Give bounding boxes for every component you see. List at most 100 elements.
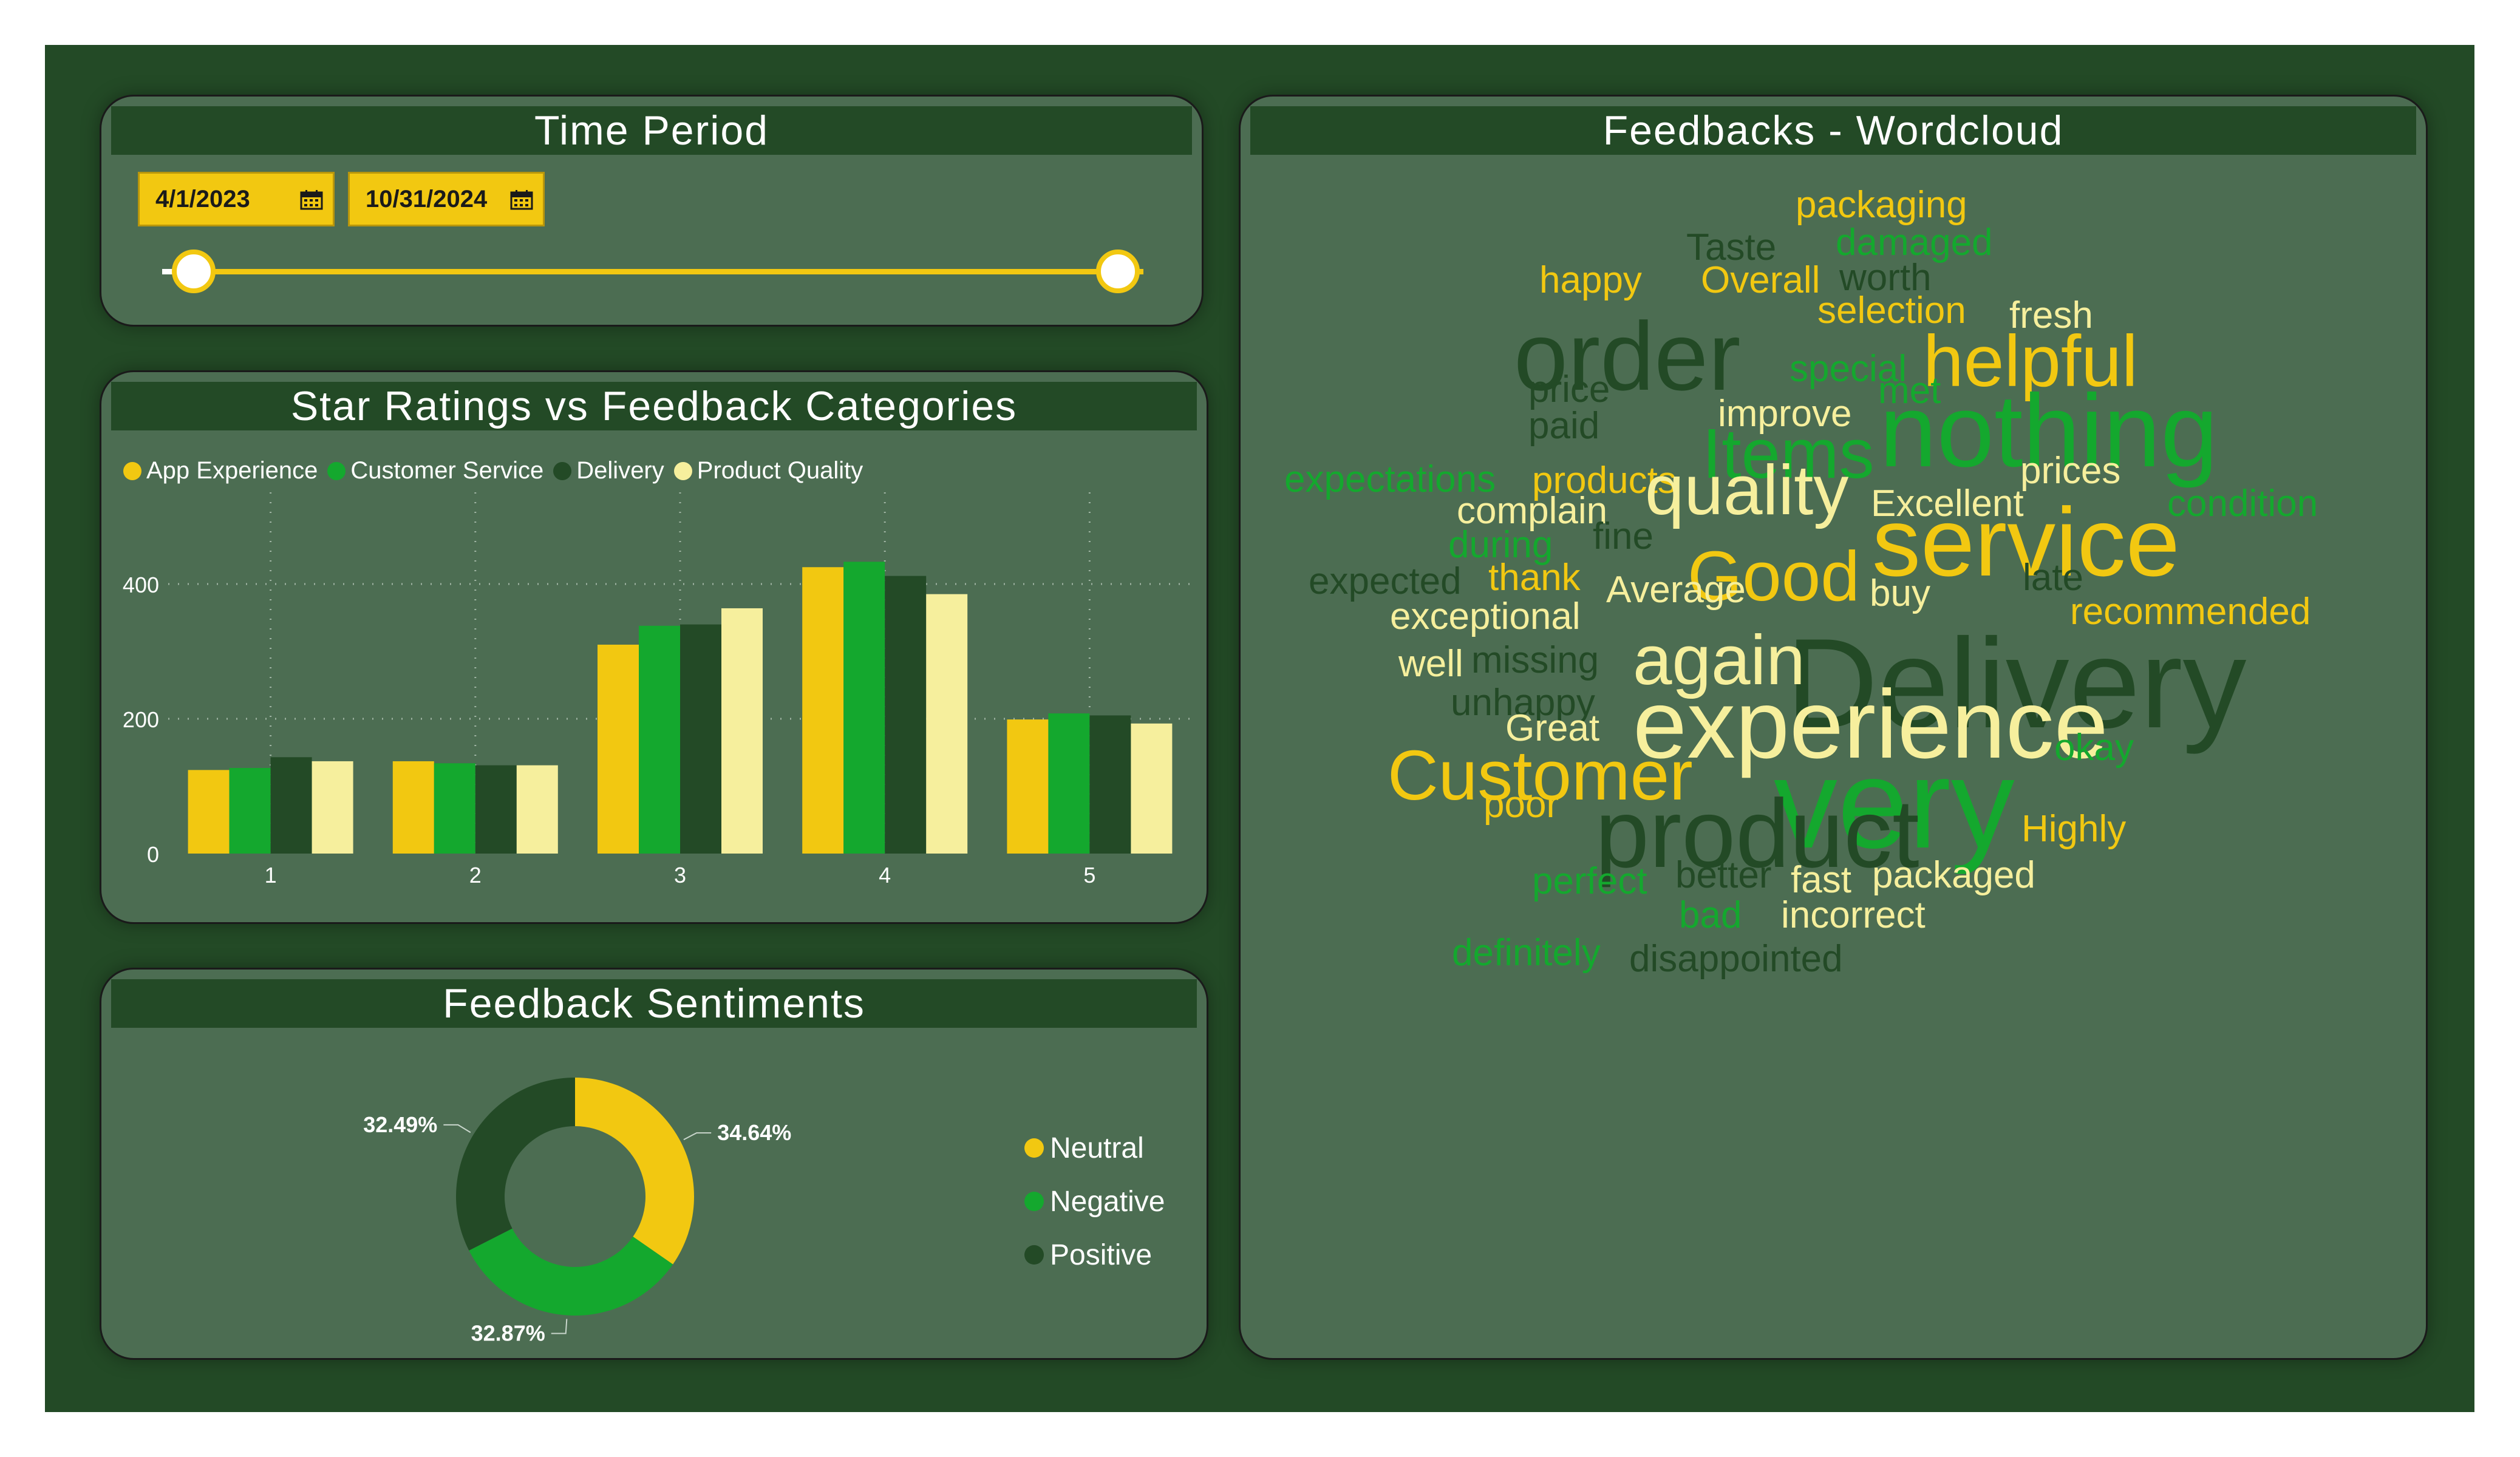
wordcloud-word-thank[interactable]: thank [1488,557,1581,599]
legend-item-delivery[interactable]: Delivery [553,457,664,484]
wordcloud-word-unhappy[interactable]: unhappy [1451,682,1595,724]
bar-delivery-1[interactable] [270,757,312,854]
donut-slice-neutral[interactable] [575,1078,694,1265]
wordcloud-word-incorrect[interactable]: incorrect [1781,894,1926,936]
wordcloud-word-very[interactable]: very [1774,732,2015,875]
bar-product-quality-5[interactable] [1131,723,1173,854]
wordcloud-word-missing[interactable]: missing [1471,639,1599,681]
wordcloud-word-again[interactable]: again [1633,620,1805,699]
wordcloud-word-service[interactable]: service [1872,487,2180,596]
wordcloud-word-good[interactable]: Good [1687,537,1860,616]
wordcloud-word-nothing[interactable]: nothing [1879,373,2218,489]
wordcloud-word-during[interactable]: during [1448,524,1553,566]
wordcloud-word-paid[interactable]: paid [1528,405,1600,447]
legend-label: Delivery [576,457,664,484]
bar-app-experience-1[interactable] [188,770,230,854]
wordcloud-word-disappointed[interactable]: disappointed [1629,938,1843,980]
wordcloud-word-excellent[interactable]: Excellent [1871,483,2024,525]
wordcloud-word-recommended[interactable]: recommended [2070,591,2311,633]
wordcloud-word-fast[interactable]: fast [1791,859,1851,901]
wordcloud-word-great[interactable]: Great [1505,707,1600,749]
calendar-icon[interactable] [300,189,323,210]
x-tick-label: 1 [265,863,277,888]
wordcloud-word-average[interactable]: Average [1606,569,1746,611]
wordcloud-word-happy[interactable]: happy [1539,259,1642,301]
wordcloud-word-packaging[interactable]: packaging [1796,184,1967,226]
end-date-input[interactable]: 10/31/2024 [348,172,545,226]
wordcloud-word-definitely[interactable]: definitely [1452,932,1601,974]
wordcloud-word-improve[interactable]: improve [1718,393,1852,435]
wordcloud-word-order[interactable]: order [1514,302,1741,410]
wordcloud-word-helpful[interactable]: helpful [1923,321,2138,402]
legend-item-customer-service[interactable]: Customer Service [327,457,543,484]
bar-delivery-5[interactable] [1089,715,1131,854]
wordcloud-word-poor[interactable]: poor [1483,784,1559,826]
bar-product-quality-4[interactable] [926,594,968,854]
legend-marker [123,461,141,480]
x-tick-label: 3 [674,863,686,888]
donut-data-label: 34.64% [717,1120,791,1145]
wordcloud-word-special[interactable]: special [1790,348,1907,390]
wordcloud-word-worth[interactable]: worth [1839,257,1932,299]
bar-app-experience-2[interactable] [392,761,434,854]
date-range-end-handle[interactable] [1096,250,1140,293]
calendar-icon[interactable] [510,189,533,210]
bar-app-experience-4[interactable] [802,567,844,854]
wordcloud-word-selection[interactable]: selection [1817,290,1966,331]
legend-marker [1024,1245,1044,1265]
wordcloud-word-okay[interactable]: okay [2054,727,2134,769]
donut-slice-positive[interactable] [456,1078,575,1251]
wordcloud-word-expected[interactable]: expected [1309,560,1462,602]
wordcloud-word-delivery[interactable]: Delivery [1786,612,2247,755]
donut-slice-negative[interactable] [469,1228,673,1316]
wordcloud-word-met[interactable]: met [1878,370,1941,412]
bar-delivery-3[interactable] [680,624,721,854]
bar-customer-service-5[interactable] [1048,713,1090,854]
wordcloud-word-highly[interactable]: Highly [2021,808,2127,850]
bar-app-experience-5[interactable] [1007,719,1049,854]
legend-item-app-experience[interactable]: App Experience [123,457,318,484]
bar-customer-service-3[interactable] [639,625,680,854]
legend-item-product-quality[interactable]: Product Quality [673,457,863,484]
wordcloud-word-better[interactable]: better [1675,854,1772,896]
bar-product-quality-3[interactable] [721,608,763,854]
wordcloud-word-prices[interactable]: prices [2020,450,2121,492]
wordcloud-word-well[interactable]: well [1398,643,1463,685]
bar-customer-service-2[interactable] [434,763,475,854]
wordcloud-word-complain[interactable]: complain [1457,490,1608,532]
wordcloud-word-late[interactable]: late [2023,557,2083,599]
wordcloud-word-customer[interactable]: Customer [1388,736,1693,815]
y-tick-label: 0 [147,842,159,867]
legend-item-negative[interactable]: Negative [1024,1175,1165,1228]
bar-customer-service-1[interactable] [229,768,271,854]
wordcloud-word-experience[interactable]: experience [1633,670,2108,778]
wordcloud-word-perfect[interactable]: perfect [1532,860,1647,902]
wordcloud-word-overall[interactable]: Overall [1701,259,1820,301]
date-range-slider-track[interactable] [162,269,1143,274]
wordcloud-word-fresh[interactable]: fresh [2009,294,2093,336]
wordcloud-word-items[interactable]: Items [1702,414,1875,493]
bar-delivery-4[interactable] [885,576,927,854]
wordcloud-word-condition[interactable]: condition [2167,483,2318,525]
wordcloud-word-packaged[interactable]: packaged [1872,854,2035,896]
bar-product-quality-2[interactable] [516,765,558,854]
wordcloud-word-quality[interactable]: quality [1645,450,1849,529]
legend-item-positive[interactable]: Positive [1024,1228,1165,1282]
wordcloud-word-product[interactable]: product [1595,779,1919,888]
start-date-input[interactable]: 4/1/2023 [138,172,335,226]
wordcloud-word-damaged[interactable]: damaged [1836,222,1993,263]
wordcloud-word-exceptional[interactable]: exceptional [1390,596,1581,637]
wordcloud-word-expectations[interactable]: expectations [1284,458,1496,500]
wordcloud-word-buy[interactable]: buy [1870,572,1930,614]
wordcloud-word-bad[interactable]: bad [1679,894,1742,936]
bar-delivery-2[interactable] [475,765,517,854]
wordcloud-word-price[interactable]: price [1528,368,1610,410]
wordcloud-word-fine[interactable]: fine [1593,515,1653,557]
wordcloud-word-taste[interactable]: Taste [1686,226,1777,268]
date-range-start-handle[interactable] [172,250,216,293]
legend-item-neutral[interactable]: Neutral [1024,1121,1165,1175]
wordcloud-word-products[interactable]: products [1532,460,1677,501]
bar-app-experience-3[interactable] [598,644,639,854]
bar-product-quality-1[interactable] [312,761,353,854]
bar-customer-service-4[interactable] [843,562,885,854]
